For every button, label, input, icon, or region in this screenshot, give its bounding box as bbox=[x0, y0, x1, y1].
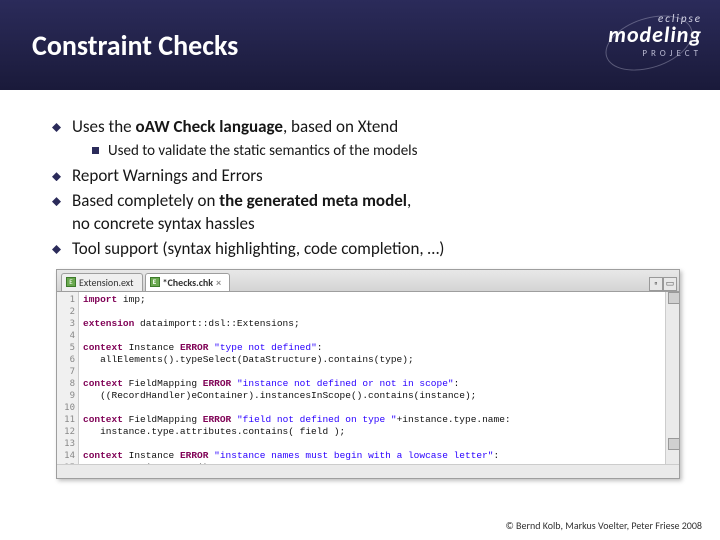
bullet-2: Report Warnings and Errors bbox=[52, 165, 680, 188]
code-content[interactable]: import imp; extension dataimport::dsl::E… bbox=[79, 292, 665, 464]
logo-line-modeling: modeling bbox=[608, 21, 702, 48]
bullet-3: Based completely on the generated meta m… bbox=[52, 190, 680, 236]
line-number-gutter: 123 456 789 101112 131415 bbox=[57, 292, 79, 464]
code-editor-window: E Extension.ext E *Checks.chk × ▫ ▭ 123 … bbox=[56, 269, 680, 479]
logo-line-project: PROJECT bbox=[608, 48, 702, 59]
bullet-4: Tool support (syntax highlighting, code … bbox=[52, 238, 680, 261]
eclipse-modeling-logo: eclipse modeling PROJECT bbox=[608, 12, 702, 59]
file-icon: E bbox=[150, 277, 160, 287]
slide-title: Constraint Checks bbox=[32, 28, 238, 63]
horizontal-scrollbar[interactable] bbox=[57, 464, 679, 478]
bullet-1: Uses the oAW Check language, based on Xt… bbox=[52, 116, 680, 161]
bullet-1-sub: Used to validate the static semantics of… bbox=[92, 141, 680, 161]
minimize-icon[interactable]: ▫ bbox=[649, 277, 663, 291]
tab-checks-active[interactable]: E *Checks.chk × bbox=[145, 273, 231, 291]
content-area: Uses the oAW Check language, based on Xt… bbox=[0, 98, 720, 261]
copyright-footer: © Bernd Kolb, Markus Voelter, Peter Frie… bbox=[505, 519, 702, 532]
tab-controls: ▫ ▭ bbox=[649, 277, 679, 291]
close-icon[interactable]: × bbox=[216, 276, 221, 289]
code-area: 123 456 789 101112 131415 import imp; ex… bbox=[57, 292, 679, 464]
tab-extension[interactable]: E Extension.ext bbox=[61, 273, 143, 291]
maximize-icon[interactable]: ▭ bbox=[663, 277, 677, 291]
file-icon: E bbox=[66, 277, 76, 287]
header-band: Constraint Checks eclipse modeling PROJE… bbox=[0, 0, 720, 98]
editor-tabbar: E Extension.ext E *Checks.chk × ▫ ▭ bbox=[57, 270, 679, 292]
vertical-scrollbar[interactable] bbox=[665, 292, 679, 464]
